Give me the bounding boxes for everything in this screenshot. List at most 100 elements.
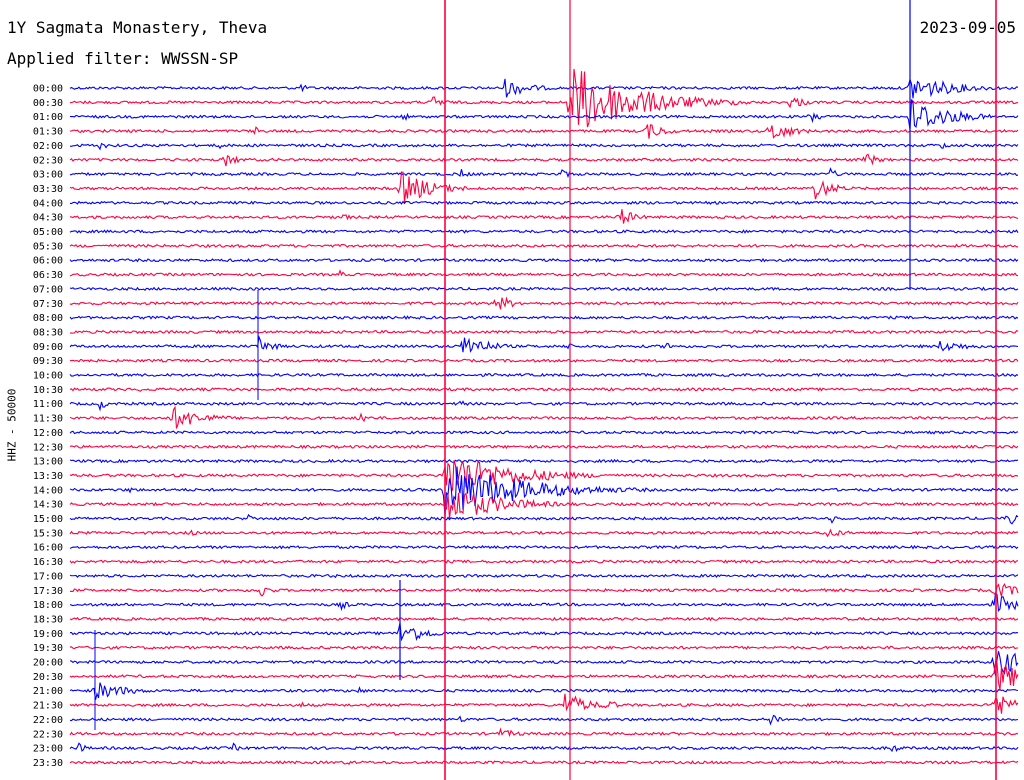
row-time-label: 12:00 [33, 428, 63, 439]
trace-row [69, 466, 1019, 517]
row-time-label: 03:30 [33, 184, 63, 195]
trace-row [69, 335, 1019, 353]
row-time-label: 20:00 [33, 658, 63, 669]
trace-row [69, 492, 1019, 519]
row-time-label: 17:00 [33, 571, 63, 582]
trace-row [69, 372, 1019, 378]
trace-row [69, 444, 1019, 450]
trace-row [69, 742, 1019, 753]
filter-label: Applied filter: WWSSN-SP [7, 49, 239, 68]
trace-row [69, 660, 1019, 690]
row-time-label: 13:30 [33, 471, 63, 482]
row-time-label: 18:00 [33, 600, 63, 611]
trace-row [69, 286, 1019, 292]
trace-row [69, 682, 1019, 700]
trace-row [69, 583, 1019, 597]
row-time-label: 15:30 [33, 528, 63, 539]
row-time-label: 21:00 [33, 686, 63, 697]
row-time-label: 19:30 [33, 643, 63, 654]
row-time-label: 16:30 [33, 557, 63, 568]
trace-row [69, 405, 1019, 429]
trace-row [69, 142, 1019, 151]
row-time-label: 22:30 [33, 729, 63, 740]
trace-row [69, 592, 1019, 613]
row-time-label: 09:30 [33, 356, 63, 367]
trace-row [69, 124, 1019, 139]
row-time-label: 21:30 [33, 701, 63, 712]
trace-row [69, 622, 1019, 642]
trace-row [69, 200, 1019, 206]
row-time-label: 04:00 [33, 198, 63, 209]
row-time-label: 01:00 [33, 112, 63, 123]
trace-row [69, 693, 1019, 714]
trace-row [69, 573, 1019, 579]
trace-row [69, 616, 1019, 622]
trace-row [69, 400, 1019, 412]
row-time-label: 02:30 [33, 155, 63, 166]
row-time-label: 09:00 [33, 342, 63, 353]
trace-row [69, 315, 1019, 320]
row-time-label: 14:30 [33, 500, 63, 511]
row-time-label: 08:30 [33, 327, 63, 338]
trace-row [69, 544, 1019, 550]
row-time-label: 10:30 [33, 385, 63, 396]
trace-row [69, 358, 1019, 363]
row-time-label: 07:00 [33, 284, 63, 295]
row-time-label: 16:00 [33, 543, 63, 554]
trace-row [69, 68, 1019, 128]
row-time-label: 00:30 [33, 98, 63, 109]
trace-row [69, 528, 1019, 538]
row-time-label: 05:30 [33, 241, 63, 252]
row-time-label: 04:30 [33, 213, 63, 224]
trace-row [69, 209, 1019, 224]
row-time-label: 03:00 [33, 170, 63, 181]
trace-row [69, 229, 1019, 234]
row-time-label: 05:00 [33, 227, 63, 238]
trace-row [69, 329, 1019, 335]
row-time-label: 20:30 [33, 672, 63, 683]
trace-row [69, 171, 1019, 203]
row-time-label: 19:00 [33, 629, 63, 640]
trace-row [69, 387, 1019, 392]
row-time-label: 11:00 [33, 399, 63, 410]
trace-row [69, 243, 1019, 249]
trace-row [69, 296, 1019, 310]
row-time-label: 11:30 [33, 414, 63, 425]
trace-row [69, 651, 1019, 676]
row-time-label: 23:30 [33, 758, 63, 769]
row-time-label: 22:00 [33, 715, 63, 726]
row-time-label: 18:30 [33, 614, 63, 625]
row-time-label: 02:00 [33, 141, 63, 152]
trace-row [69, 167, 1019, 179]
row-time-label: 07:30 [33, 299, 63, 310]
trace-row [69, 269, 1019, 277]
trace-row [69, 458, 1019, 464]
trace-row [69, 77, 1019, 99]
row-time-label: 14:00 [33, 485, 63, 496]
row-time-label: 10:00 [33, 371, 63, 382]
row-time-label: 00:00 [33, 84, 63, 95]
row-time-label: 13:00 [33, 457, 63, 468]
station-title: 1Y Sagmata Monastery, Theva [7, 18, 268, 37]
trace-row [69, 559, 1019, 564]
row-time-label: 15:00 [33, 514, 63, 525]
row-time-label: 08:00 [33, 313, 63, 324]
trace-row [69, 645, 1019, 650]
row-time-label: 12:30 [33, 442, 63, 453]
row-time-label: 23:00 [33, 744, 63, 755]
date-label: 2023-09-05 [919, 18, 1016, 37]
trace-row [69, 99, 1019, 130]
trace-row [69, 460, 1019, 491]
trace-row [69, 257, 1019, 263]
trace-row [69, 714, 1019, 726]
trace-row [69, 153, 1019, 167]
trace-row [69, 727, 1019, 738]
row-time-label: 06:30 [33, 270, 63, 281]
row-time-label: 01:30 [33, 127, 63, 138]
row-time-label: 17:30 [33, 586, 63, 597]
trace-row [69, 430, 1019, 435]
trace-row [69, 513, 1019, 525]
trace-row [69, 760, 1019, 765]
row-time-label: 06:00 [33, 256, 63, 267]
